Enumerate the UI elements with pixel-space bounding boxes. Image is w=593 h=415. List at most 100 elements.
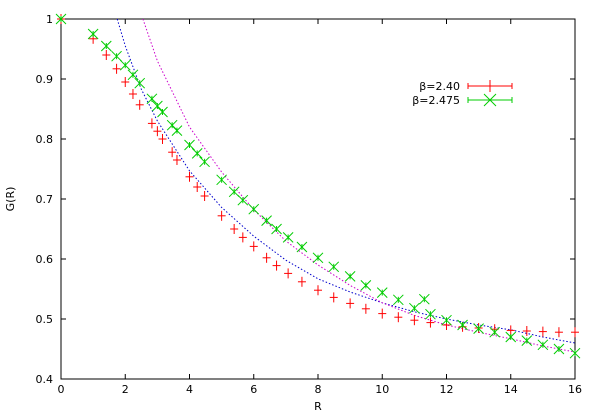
series-1-point <box>410 315 419 326</box>
series-2-point <box>171 125 183 136</box>
series-1-point <box>272 260 281 271</box>
series-1-point <box>112 63 121 74</box>
y-tick-label: 0.5 <box>36 313 54 326</box>
x-tick-label: 10 <box>375 383 389 396</box>
series-2-point <box>537 339 549 351</box>
x-tick-label: 14 <box>504 383 518 396</box>
series-2-point <box>248 203 260 215</box>
y-tick-label: 0.4 <box>36 373 54 386</box>
series-1-point <box>346 298 355 309</box>
series-2-point <box>157 106 168 118</box>
axis-ticks: 0 2 4 6 8 10 12 14 16 0.4 0.5 0.6 0.7 0.8 0.9 1 <box>36 13 583 396</box>
x-tick-label: 4 <box>186 383 193 396</box>
series-1-point <box>153 126 162 137</box>
x-tick-label: 2 <box>122 383 129 396</box>
series-2-point <box>441 314 452 326</box>
x-axis-label: R <box>314 400 322 413</box>
series-2-point <box>271 223 282 235</box>
x-tick-label: 6 <box>250 383 257 396</box>
series-1-point <box>284 268 293 279</box>
series-1-point <box>426 317 435 328</box>
y-tick-label: 1 <box>46 13 53 26</box>
series-1-point <box>249 241 258 252</box>
series-2-point <box>376 287 388 298</box>
series-2-point <box>152 100 163 112</box>
series-1-point <box>538 326 547 337</box>
series-1-point <box>217 210 226 221</box>
legend: β=2.40 β=2.475 <box>412 80 513 107</box>
series-1-point <box>378 308 387 319</box>
series-2-point <box>505 331 517 343</box>
series-2-point <box>473 323 484 334</box>
series-1-point <box>121 77 130 87</box>
legend-label-series-2: β=2.475 <box>412 94 460 107</box>
x-tick-label: 16 <box>568 383 582 396</box>
series-1-point <box>394 312 403 323</box>
series-2-point <box>457 319 468 331</box>
series-2-point <box>87 28 99 40</box>
series-2-point <box>553 343 565 355</box>
series-1-point <box>135 99 144 110</box>
series-2-point <box>312 252 324 264</box>
series-1-point <box>571 327 579 338</box>
series-2-point <box>418 293 430 305</box>
x-tick-label: 8 <box>315 383 322 396</box>
series-2-point <box>228 186 240 198</box>
series-2-point <box>282 232 294 243</box>
series-1-point <box>314 285 322 296</box>
series-1-point <box>262 252 271 263</box>
series-2-point <box>100 40 112 52</box>
series-2-point <box>134 77 146 89</box>
y-tick-label: 0.9 <box>36 73 54 86</box>
y-axis-label: G(R) <box>4 187 17 212</box>
series-1-point <box>172 155 181 165</box>
series-2-point <box>409 302 420 314</box>
series-1-point <box>168 147 177 158</box>
fit-curve-2 <box>142 18 576 353</box>
fit-curves <box>116 18 576 353</box>
series-2-point <box>191 148 203 159</box>
y-tick-label: 0.7 <box>36 193 54 206</box>
y-tick-label: 0.8 <box>36 133 54 146</box>
series-1-point <box>200 191 209 201</box>
series-2-point <box>55 13 67 25</box>
series-1-point <box>185 171 194 182</box>
series-1-point <box>361 303 370 314</box>
series-2-point <box>569 347 581 359</box>
series-1-point <box>102 50 111 60</box>
series-1-point <box>238 232 247 243</box>
legend-marker-series-2 <box>467 93 513 107</box>
series-1-point <box>147 118 156 129</box>
series-1-point <box>230 224 239 234</box>
legend-label-series-1: β=2.40 <box>419 80 460 93</box>
series-2-point <box>237 194 249 206</box>
series-1-point <box>506 325 515 336</box>
series-2-point <box>521 335 533 346</box>
data-marks <box>55 13 581 359</box>
x-tick-label: 0 <box>58 383 65 396</box>
series-2-point <box>425 308 436 320</box>
series-2-point <box>216 174 227 186</box>
x-tick-label: 12 <box>440 383 454 396</box>
series-2-point <box>127 69 139 81</box>
series-1-point <box>329 292 338 303</box>
series-2-point <box>392 294 404 306</box>
series-2-point <box>296 241 308 253</box>
series-2-point <box>328 261 340 273</box>
series-1-point <box>522 326 531 336</box>
plot-frame <box>60 18 576 380</box>
fit-curve-1 <box>116 18 576 344</box>
series-1-point <box>158 134 167 144</box>
series-2-point <box>360 280 372 291</box>
series-2-point <box>119 59 131 71</box>
series-2-point <box>344 271 356 282</box>
legend-marker-series-1 <box>467 80 513 92</box>
series-2-point <box>146 93 158 105</box>
series-1-point <box>554 327 563 338</box>
series-1-point <box>193 182 202 192</box>
series-2-point <box>199 156 210 168</box>
series-2-point <box>489 326 501 338</box>
y-tick-label: 0.6 <box>36 253 54 266</box>
series-2-point <box>111 50 122 62</box>
